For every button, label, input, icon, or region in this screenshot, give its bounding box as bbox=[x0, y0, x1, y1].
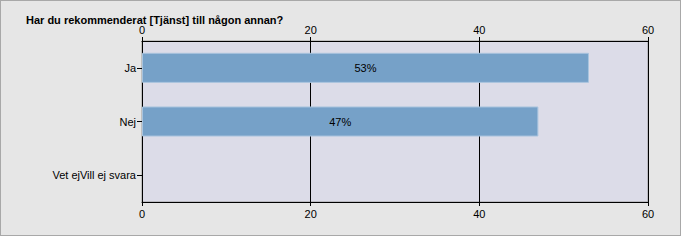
svg-text:40: 40 bbox=[473, 208, 485, 220]
svg-text:0: 0 bbox=[138, 23, 146, 36]
svg-text:47%: 47% bbox=[329, 116, 351, 128]
svg-text:60: 60 bbox=[642, 24, 654, 36]
svg-text:Ja: Ja bbox=[124, 62, 137, 74]
svg-text:Nej: Nej bbox=[119, 116, 136, 128]
svg-text:60: 60 bbox=[642, 208, 654, 220]
svg-text:Har du rekommenderat [Tjänst]: Har du rekommenderat [Tjänst] till någon… bbox=[26, 14, 284, 26]
svg-text:Vet ejVill ej svara: Vet ejVill ej svara bbox=[52, 169, 136, 181]
svg-text:53%: 53% bbox=[354, 62, 376, 74]
svg-text:20: 20 bbox=[305, 208, 317, 220]
svg-text:20: 20 bbox=[305, 24, 317, 36]
svg-text:0: 0 bbox=[139, 208, 145, 220]
svg-text:40: 40 bbox=[473, 24, 485, 36]
